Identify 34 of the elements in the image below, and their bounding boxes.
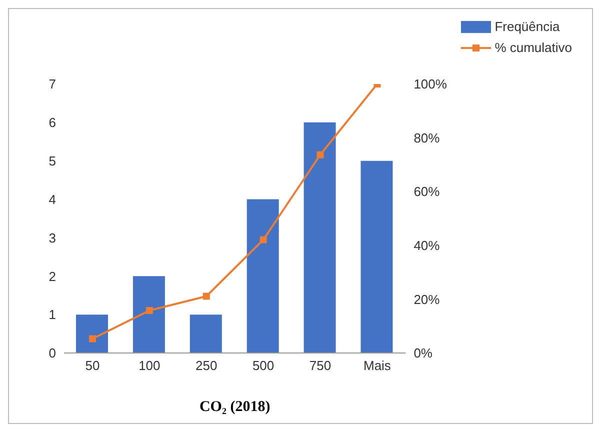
bar [246, 199, 279, 353]
bar [360, 160, 393, 353]
y2-tick-label: 60% [414, 184, 440, 200]
y-tick-label: 4 [48, 192, 56, 207]
x-tick-label: 250 [196, 358, 218, 374]
y-tick-label: 6 [48, 115, 56, 130]
y-tick-label: 3 [48, 230, 56, 246]
x-tick-label: 750 [309, 358, 332, 374]
point [146, 307, 153, 314]
point [88, 335, 96, 342]
bar [190, 314, 222, 353]
bar [76, 314, 108, 353]
y2-tick-label: 80% [414, 130, 440, 146]
x-axis-title: CO₂ (2018) [199, 399, 270, 415]
y2-tick-label: 100% [414, 76, 448, 92]
y-tick-label: 1 [48, 307, 56, 322]
y2-tick-label: 0% [414, 346, 433, 361]
x-tick-label: 50 [85, 358, 100, 374]
y2-tick-label: 20% [414, 292, 440, 307]
point [202, 292, 210, 300]
x-tick-label: 500 [252, 358, 274, 374]
point [316, 151, 324, 158]
x-tick-label: 100 [138, 358, 160, 374]
y-tick-label: 0 [48, 346, 56, 361]
y2-tick-label: 40% [414, 238, 440, 254]
y-tick-label: 2 [48, 268, 56, 284]
legend-label: Freqüência [494, 19, 560, 34]
bar [132, 276, 165, 353]
y-tick-label: 7 [48, 76, 56, 92]
point [260, 236, 267, 244]
x-tick-label: Mais [363, 358, 392, 374]
legend-label: % cumulativo [494, 40, 572, 55]
bar [304, 122, 336, 353]
y-tick-label: 5 [48, 153, 56, 168]
